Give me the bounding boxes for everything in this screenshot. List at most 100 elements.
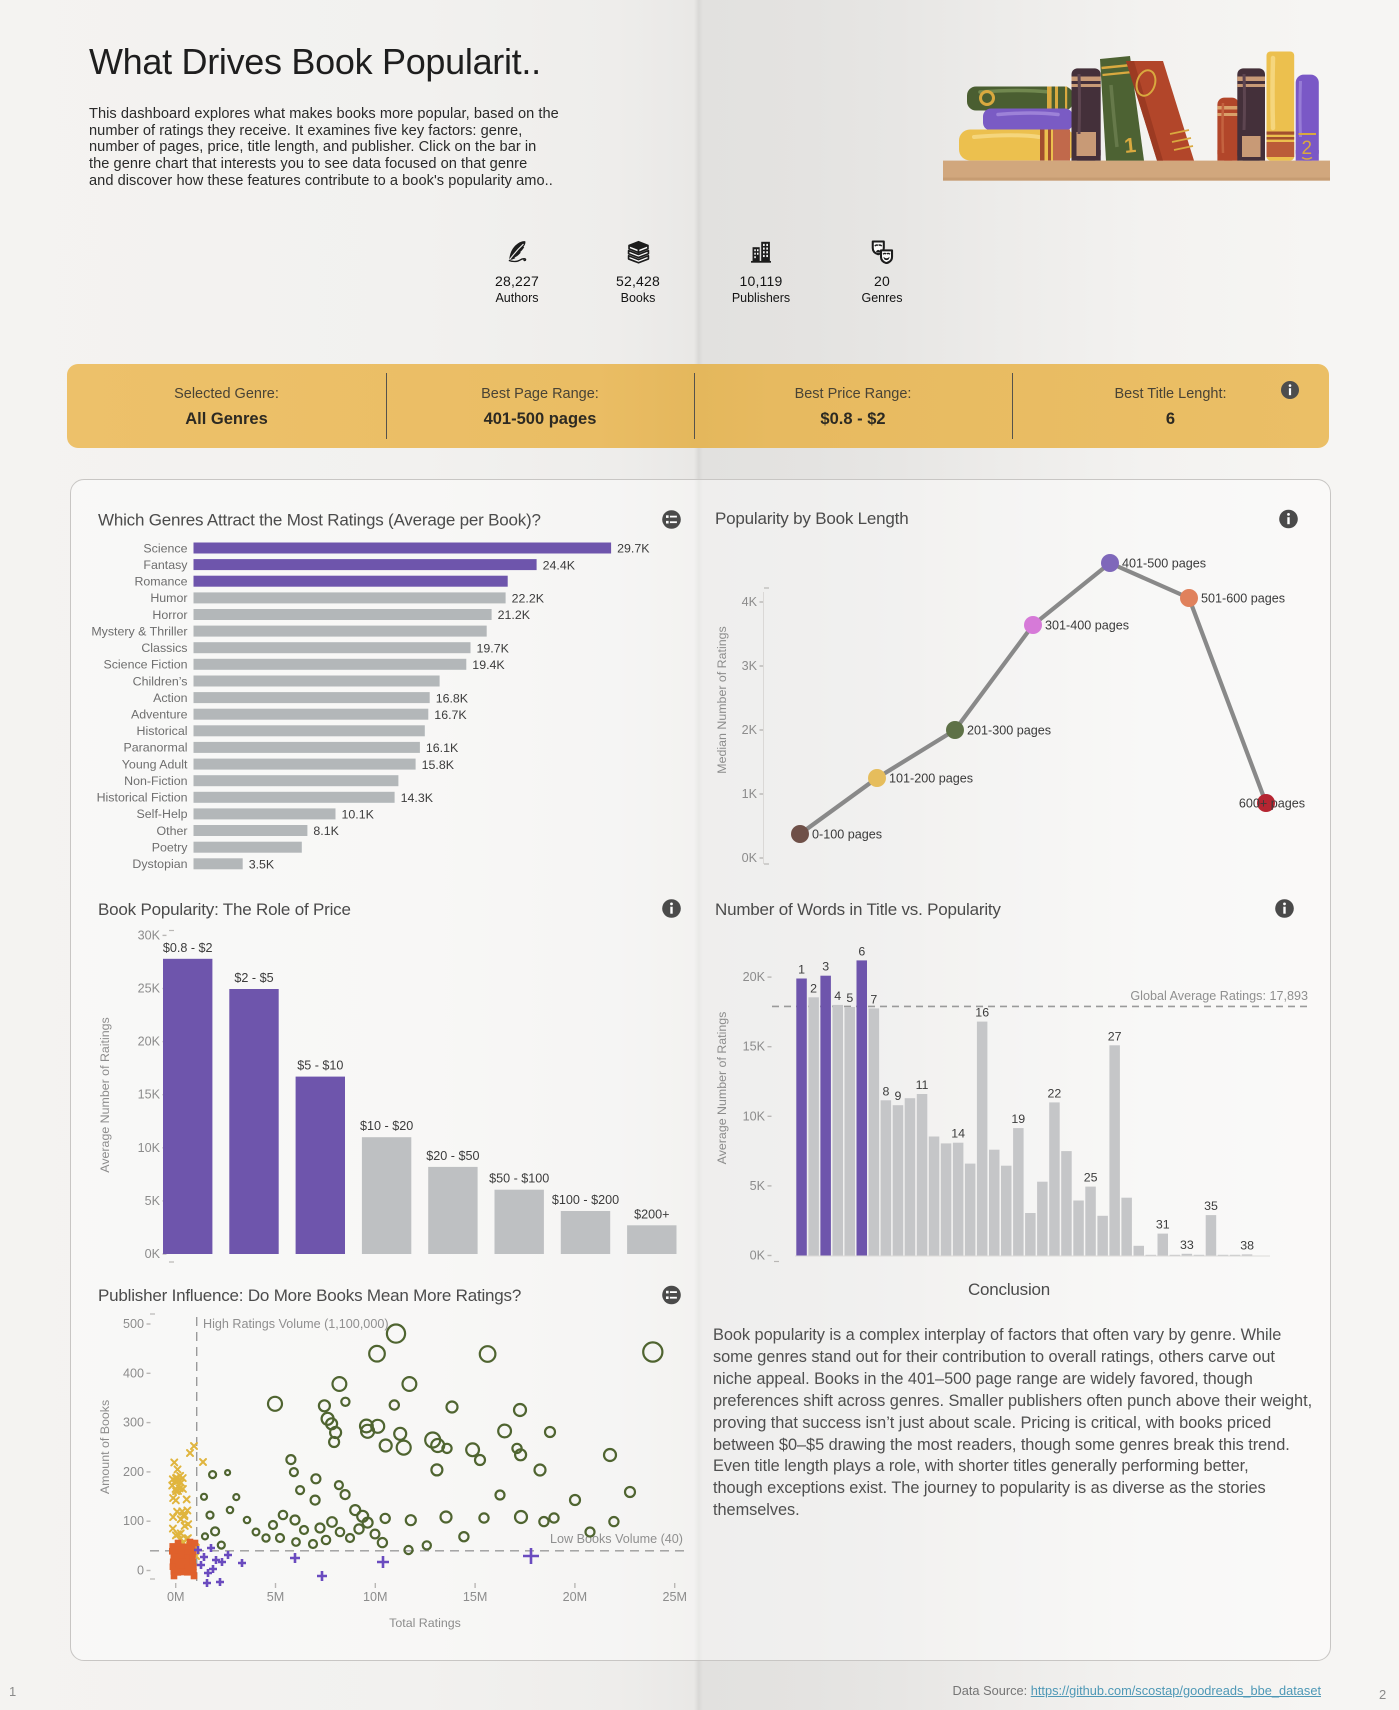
svg-text:Global Average Ratings: 17,893: Global Average Ratings: 17,893 bbox=[1130, 989, 1308, 1003]
svg-text:$200+: $200+ bbox=[634, 1207, 669, 1221]
svg-text:Science Fiction: Science Fiction bbox=[103, 658, 187, 672]
svg-text:Poetry: Poetry bbox=[152, 841, 189, 855]
svg-text:4: 4 bbox=[834, 989, 841, 1003]
svg-text:$2 - $5: $2 - $5 bbox=[234, 971, 273, 985]
svg-text:Science: Science bbox=[143, 541, 187, 555]
svg-text:16.7K: 16.7K bbox=[434, 708, 467, 722]
svg-text:1K: 1K bbox=[742, 787, 758, 801]
svg-text:Total Ratings: Total Ratings bbox=[389, 1616, 461, 1630]
svg-text:24.4K: 24.4K bbox=[543, 558, 576, 572]
svg-text:25: 25 bbox=[1084, 1171, 1098, 1185]
svg-text:2K: 2K bbox=[742, 723, 758, 737]
svg-text:6: 6 bbox=[858, 944, 865, 958]
svg-text:Fantasy: Fantasy bbox=[143, 558, 188, 572]
svg-text:Paranormal: Paranormal bbox=[123, 741, 187, 755]
svg-text:Amount of Books: Amount of Books bbox=[98, 1400, 112, 1494]
svg-text:301-400 pages: 301-400 pages bbox=[1045, 619, 1129, 633]
svg-text:16.8K: 16.8K bbox=[436, 691, 469, 705]
svg-text:3K: 3K bbox=[742, 659, 758, 673]
svg-text:31: 31 bbox=[1156, 1218, 1170, 1232]
svg-text:2: 2 bbox=[810, 981, 817, 995]
svg-text:8.1K: 8.1K bbox=[313, 824, 339, 838]
svg-text:$20 - $50: $20 - $50 bbox=[426, 1149, 479, 1163]
svg-text:Action: Action bbox=[153, 691, 188, 705]
svg-text:600+ pages: 600+ pages bbox=[1239, 797, 1305, 811]
svg-text:10M: 10M bbox=[363, 1590, 388, 1604]
svg-text:35: 35 bbox=[1204, 1199, 1218, 1213]
svg-text:10K: 10K bbox=[138, 1141, 161, 1155]
svg-text:1: 1 bbox=[798, 963, 805, 977]
svg-text:$0.8 - $2: $0.8 - $2 bbox=[163, 941, 213, 955]
svg-text:0: 0 bbox=[137, 1564, 144, 1578]
svg-text:20K: 20K bbox=[743, 970, 766, 984]
svg-text:4K: 4K bbox=[742, 595, 758, 609]
svg-text:14: 14 bbox=[951, 1127, 965, 1141]
svg-text:Humor: Humor bbox=[150, 591, 187, 605]
svg-text:10K: 10K bbox=[743, 1109, 766, 1123]
svg-text:Self-Help: Self-Help bbox=[137, 807, 188, 821]
svg-text:25M: 25M bbox=[662, 1590, 687, 1604]
svg-text:15K: 15K bbox=[138, 1088, 161, 1102]
svg-text:Romance: Romance bbox=[134, 575, 187, 589]
svg-text:1: 1 bbox=[1123, 134, 1137, 158]
svg-text:Young Adult: Young Adult bbox=[122, 757, 188, 771]
svg-text:21.2K: 21.2K bbox=[498, 608, 531, 622]
svg-text:5M: 5M bbox=[267, 1590, 285, 1604]
svg-text:$50 - $100: $50 - $100 bbox=[489, 1172, 549, 1186]
svg-text:0K: 0K bbox=[742, 851, 758, 865]
svg-text:Low Books Volume (40): Low Books Volume (40) bbox=[550, 1532, 683, 1546]
svg-text:22: 22 bbox=[1048, 1086, 1062, 1100]
svg-text:501-600 pages: 501-600 pages bbox=[1201, 592, 1285, 606]
svg-text:19: 19 bbox=[1011, 1112, 1025, 1126]
svg-text:Average Number of Raitings: Average Number of Raitings bbox=[98, 1017, 112, 1172]
svg-text:Mystery & Thriller: Mystery & Thriller bbox=[91, 624, 187, 638]
svg-text:Adventure: Adventure bbox=[131, 708, 188, 722]
svg-text:7: 7 bbox=[870, 992, 877, 1006]
svg-text:101-200 pages: 101-200 pages bbox=[889, 772, 973, 786]
svg-text:5K: 5K bbox=[145, 1194, 161, 1208]
svg-text:3: 3 bbox=[822, 960, 829, 974]
svg-text:300: 300 bbox=[123, 1416, 144, 1430]
svg-text:Which Genres Attract the Most: Which Genres Attract the Most Ratings (A… bbox=[98, 511, 541, 530]
svg-text:10.1K: 10.1K bbox=[342, 808, 375, 822]
svg-text:38: 38 bbox=[1240, 1238, 1254, 1252]
svg-text:16: 16 bbox=[975, 1006, 989, 1020]
svg-text:33: 33 bbox=[1180, 1238, 1194, 1252]
svg-text:30K: 30K bbox=[138, 928, 161, 942]
svg-text:Average Number of Ratings: Average Number of Ratings bbox=[715, 1012, 729, 1165]
svg-text:5K: 5K bbox=[750, 1179, 766, 1193]
svg-text:Median Number of Ratings: Median Number of Ratings bbox=[715, 626, 729, 773]
svg-text:Popularity by Book Length: Popularity by Book Length bbox=[715, 509, 908, 528]
svg-text:19.7K: 19.7K bbox=[477, 641, 510, 655]
svg-text:19.4K: 19.4K bbox=[472, 658, 505, 672]
svg-text:Horror: Horror bbox=[152, 608, 187, 622]
svg-text:$5 - $10: $5 - $10 bbox=[297, 1059, 343, 1073]
svg-text:0K: 0K bbox=[750, 1249, 766, 1263]
svg-text:High Ratings Volume (1,100,000: High Ratings Volume (1,100,000) bbox=[203, 1317, 389, 1331]
svg-text:25K: 25K bbox=[138, 982, 161, 996]
svg-text:22.2K: 22.2K bbox=[512, 592, 545, 606]
svg-text:Number of Words in Title vs. P: Number of Words in Title vs. Popularity bbox=[715, 900, 1001, 919]
svg-text:Historical: Historical bbox=[137, 724, 188, 738]
svg-text:Classics: Classics bbox=[141, 641, 187, 655]
svg-text:2: 2 bbox=[1302, 138, 1313, 159]
svg-text:11: 11 bbox=[916, 1078, 929, 1092]
svg-text:9: 9 bbox=[894, 1089, 901, 1103]
svg-text:0K: 0K bbox=[145, 1247, 161, 1261]
svg-text:$100 - $200: $100 - $200 bbox=[552, 1193, 619, 1207]
svg-text:Non-Fiction: Non-Fiction bbox=[124, 774, 187, 788]
svg-text:20K: 20K bbox=[138, 1035, 161, 1049]
svg-text:8: 8 bbox=[882, 1084, 889, 1098]
svg-text:15.8K: 15.8K bbox=[422, 758, 455, 772]
svg-text:400: 400 bbox=[123, 1366, 144, 1380]
svg-text:Book Popularity: The Role of P: Book Popularity: The Role of Price bbox=[98, 900, 351, 919]
svg-text:0M: 0M bbox=[167, 1590, 185, 1604]
svg-text:15M: 15M bbox=[463, 1590, 488, 1604]
svg-text:0-100 pages: 0-100 pages bbox=[812, 828, 882, 842]
svg-text:Publisher Influence: Do More B: Publisher Influence: Do More Books Mean … bbox=[98, 1286, 521, 1305]
svg-text:15K: 15K bbox=[743, 1040, 766, 1054]
svg-text:401-500 pages: 401-500 pages bbox=[1122, 557, 1206, 571]
svg-text:14.3K: 14.3K bbox=[401, 791, 434, 805]
svg-text:27: 27 bbox=[1108, 1029, 1122, 1043]
svg-text:16.1K: 16.1K bbox=[426, 741, 459, 755]
